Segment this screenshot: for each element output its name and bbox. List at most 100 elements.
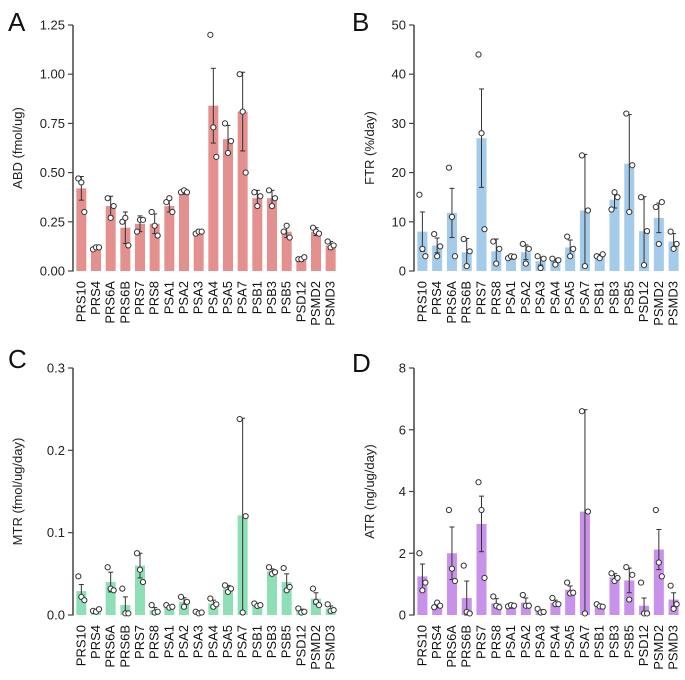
panel-letter: D <box>352 348 371 378</box>
data-point <box>416 191 423 198</box>
category-label: PRS8 <box>147 625 162 659</box>
category-label: PSA3 <box>533 625 548 658</box>
bar-psa4 <box>550 602 561 615</box>
bar-psmd3 <box>668 241 679 271</box>
bar-prs6a <box>105 582 116 615</box>
data-point <box>119 218 126 225</box>
data-point <box>460 562 467 569</box>
bar-psmd2 <box>653 549 664 615</box>
data-point <box>122 214 129 221</box>
data-point <box>463 262 470 270</box>
data-point <box>540 608 547 616</box>
bar-prs10 <box>417 576 428 615</box>
data-point <box>286 234 293 241</box>
bar-psb5 <box>281 582 292 615</box>
data-point <box>510 602 518 609</box>
data-point <box>315 602 323 609</box>
y-tick-label: 30 <box>392 116 406 131</box>
category-label: PSA5 <box>220 281 235 314</box>
y-tick-label: 0.50 <box>40 165 65 180</box>
data-point <box>437 602 444 609</box>
category-label: PSMD2 <box>308 281 323 326</box>
data-point <box>169 208 176 216</box>
category-label: PSMD2 <box>651 625 666 670</box>
bar-psmd2 <box>311 231 321 271</box>
data-point <box>148 602 155 609</box>
data-point <box>658 573 665 580</box>
category-label: PSA7 <box>235 625 250 658</box>
category-label: PRS8 <box>147 281 162 315</box>
data-point <box>207 31 214 38</box>
category-label: PSD12 <box>636 281 651 322</box>
y-tick-label: 0 <box>399 608 406 623</box>
data-point <box>673 601 680 608</box>
category-label: PSA4 <box>547 625 562 658</box>
data-point <box>422 253 429 260</box>
bar-psb1 <box>252 605 263 615</box>
bar-psb5 <box>281 231 292 271</box>
data-point <box>478 506 485 514</box>
category-label: PSB1 <box>249 625 264 658</box>
category-label: PSMD3 <box>666 281 681 326</box>
bar-prs6a <box>105 206 116 271</box>
category-label: PRS8 <box>488 281 503 315</box>
data-point <box>626 596 633 603</box>
bar-psa1 <box>506 605 517 615</box>
data-point <box>242 169 249 176</box>
data-point <box>493 260 500 267</box>
data-point <box>271 569 279 576</box>
data-point <box>154 232 161 239</box>
data-point <box>236 415 243 423</box>
data-point <box>104 564 111 571</box>
data-point <box>555 257 562 264</box>
data-point <box>519 240 526 248</box>
data-point <box>227 138 235 145</box>
data-point <box>431 604 438 611</box>
data-point <box>611 189 618 196</box>
data-point <box>629 571 636 578</box>
category-label: PSA2 <box>176 625 191 658</box>
data-point <box>95 244 103 251</box>
data-point <box>670 245 677 252</box>
category-label: PRS7 <box>132 625 147 659</box>
data-point <box>107 214 114 221</box>
data-point <box>280 228 287 235</box>
data-point <box>567 253 574 260</box>
category-label: PSB5 <box>279 625 294 658</box>
category-label: PSA4 <box>547 281 562 314</box>
category-label: PSA1 <box>503 625 518 658</box>
bar-psb5 <box>624 163 635 271</box>
bar-prs7 <box>476 138 487 271</box>
category-label: PSD12 <box>293 281 308 322</box>
data-point <box>599 251 606 258</box>
data-point <box>295 605 302 612</box>
data-point <box>95 606 103 613</box>
bar-psa3 <box>193 231 204 271</box>
data-point <box>608 570 615 577</box>
category-label: PSMD2 <box>651 281 666 326</box>
data-point <box>125 242 132 249</box>
bar-psmd2 <box>311 598 321 615</box>
bar-psmd3 <box>325 245 336 271</box>
data-point <box>445 164 453 171</box>
data-point <box>110 587 117 594</box>
data-point <box>570 589 577 596</box>
category-label: PSB5 <box>621 625 636 658</box>
data-point <box>227 585 235 592</box>
data-point <box>525 245 532 252</box>
y-tick-label: 0.00 <box>40 264 65 279</box>
y-tick-label: 0 <box>399 264 406 279</box>
y-tick-label: 0.25 <box>40 214 65 229</box>
category-label: PSB5 <box>621 281 636 314</box>
category-label: PSMD2 <box>308 625 323 670</box>
data-point <box>104 195 111 202</box>
category-label: PSA7 <box>577 625 592 658</box>
y-tick-label: 1.25 <box>40 18 65 33</box>
bar-prs8 <box>491 603 502 615</box>
data-point <box>280 564 287 572</box>
data-point <box>673 240 680 248</box>
category-label: PRS10 <box>73 625 88 666</box>
